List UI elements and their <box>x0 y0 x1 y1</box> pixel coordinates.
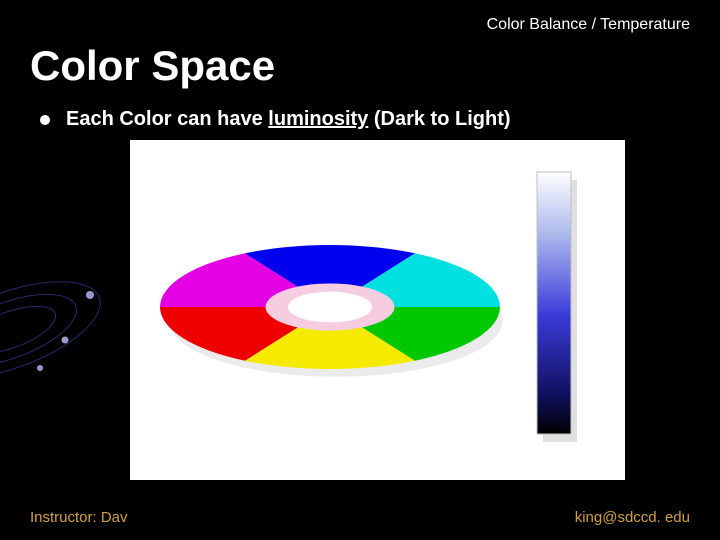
orbit-decoration <box>0 240 120 420</box>
bullet-item: Each Color can have luminosity (Dark to … <box>40 108 511 131</box>
slide-title: Color Space <box>30 42 275 90</box>
bullet-emphasis: luminosity <box>268 108 368 130</box>
luminosity-bar <box>535 170 577 450</box>
bullet-prefix: Each Color can have <box>66 108 268 130</box>
color-wheel <box>150 235 510 385</box>
bullet-suffix: (Dark to Light) <box>368 108 510 130</box>
footer-instructor: Instructor: Dav <box>30 509 128 526</box>
bullet-dot-icon <box>40 115 50 125</box>
figure-area <box>130 140 625 480</box>
bullet-text: Each Color can have luminosity (Dark to … <box>66 108 511 131</box>
footer-email: king@sdccd. edu <box>575 509 690 526</box>
header-topic: Color Balance / Temperature <box>487 16 690 34</box>
